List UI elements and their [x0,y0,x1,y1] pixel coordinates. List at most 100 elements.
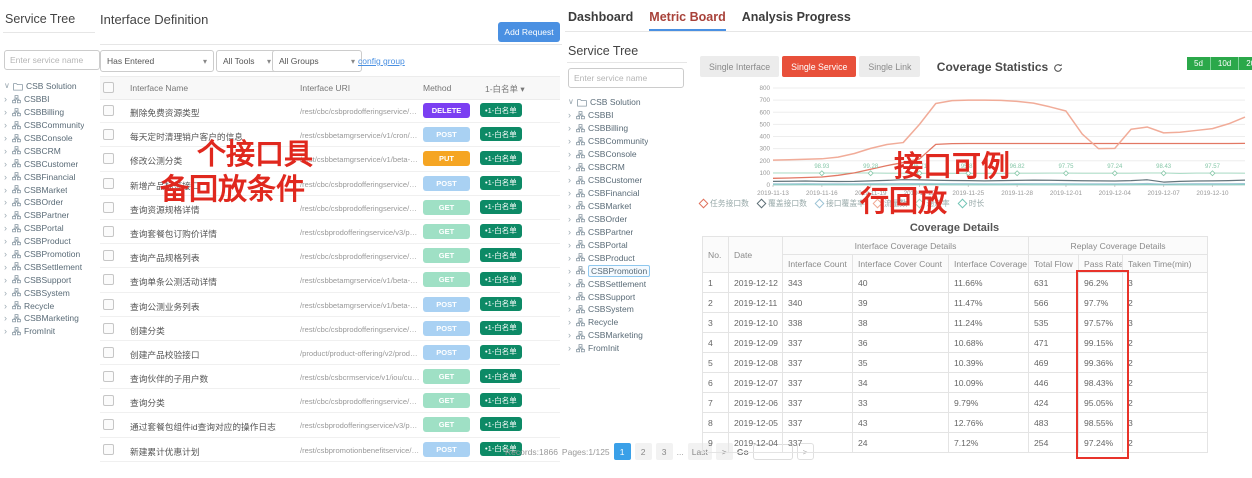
page-button-3[interactable]: 3 [655,443,673,460]
sidebar-item-csbconsole[interactable]: › CSBConsole [568,148,693,161]
chevron-right-icon[interactable]: › [4,249,7,260]
sidebar-item-recycle[interactable]: › Recycle [4,299,114,312]
sidebar-item-csbcustomer[interactable]: › CSBCustomer [4,157,114,170]
tree-root-item[interactable]: ∨ CSB Solution [4,80,114,93]
row-checkbox[interactable] [103,322,114,334]
row-checkbox[interactable] [103,443,114,455]
right-service-search-input[interactable] [568,68,684,88]
sidebar-item-csbmarketing[interactable]: › CSBMarketing [568,329,693,342]
entered-filter-select[interactable]: Has Entered [100,50,214,72]
chevron-right-icon[interactable]: › [4,145,7,156]
legend-item[interactable]: 覆盖接口数 [756,198,807,209]
chevron-right-icon[interactable]: › [568,213,571,224]
row-checkbox[interactable] [103,105,114,116]
chevron-right-icon[interactable]: › [568,175,571,186]
page-button-2[interactable]: 2 [634,443,652,460]
sidebar-item-csbcrm[interactable]: › CSBCRM [4,144,114,157]
row-checkbox[interactable] [103,298,114,310]
chevron-right-icon[interactable]: › [4,120,7,131]
chevron-right-icon[interactable]: › [568,330,571,341]
row-checkbox[interactable] [103,419,114,431]
legend-item[interactable]: 任务接口数 [698,198,749,209]
chevron-right-icon[interactable]: › [4,184,7,195]
tree-root-item[interactable]: ∨ CSB Solution [568,96,693,109]
chevron-right-icon[interactable]: › [568,149,571,160]
sidebar-item-csbbi[interactable]: › CSBBI [4,93,114,106]
tab-dashboard[interactable]: Dashboard [568,10,634,24]
sidebar-item-csbbilling[interactable]: › CSBBilling [4,106,114,119]
sidebar-item-csbcustomer[interactable]: › CSBCustomer [568,174,693,187]
sidebar-item-csbsystem[interactable]: › CSBSystem [568,303,693,316]
sidebar-item-csbfinancial[interactable]: › CSBFinancial [568,187,693,200]
chevron-right-icon[interactable]: › [568,110,571,121]
chevron-right-icon[interactable]: › [4,210,7,221]
chevron-right-icon[interactable]: › [568,252,571,263]
page-button-1[interactable]: 1 [613,443,631,460]
tab-metric-board[interactable]: Metric Board [649,10,726,31]
sidebar-item-frominit[interactable]: › FromInit [568,342,693,355]
chevron-right-icon[interactable]: › [4,274,7,285]
sidebar-item-csbbilling[interactable]: › CSBBilling [568,122,693,135]
sidebar-item-csbmarket[interactable]: › CSBMarket [4,183,114,196]
chevron-right-icon[interactable]: › [568,239,571,250]
sidebar-item-csbportal[interactable]: › CSBPortal [4,222,114,235]
caret-down-icon[interactable]: ∨ [568,96,574,106]
row-checkbox[interactable] [103,153,114,165]
sidebar-item-csbfinancial[interactable]: › CSBFinancial [4,170,114,183]
sidebar-item-csbsystem[interactable]: › CSBSystem [4,286,114,299]
sidebar-item-csbbi[interactable]: › CSBBI [568,109,693,122]
sidebar-item-csbpartner[interactable]: › CSBPartner [4,209,114,222]
sidebar-item-recycle[interactable]: › Recycle [568,316,693,329]
sidebar-item-csborder[interactable]: › CSBOrder [4,196,114,209]
group-column-dropdown[interactable]: 1-白名单 ▾ [485,84,525,94]
chevron-right-icon[interactable]: › [568,123,571,134]
chevron-right-icon[interactable]: › [4,197,7,208]
row-checkbox[interactable] [103,395,114,407]
add-request-button[interactable]: Add Request [498,22,560,42]
left-service-search-input[interactable] [4,50,100,70]
chevron-right-icon[interactable]: › [568,200,571,211]
range-button-5d[interactable]: 5d [1187,57,1211,70]
sidebar-item-csbsettlement[interactable]: › CSBSettlement [568,277,693,290]
row-checkbox[interactable] [103,177,114,189]
chevron-right-icon[interactable]: › [568,265,571,276]
chevron-right-icon[interactable]: › [568,226,571,237]
sidebar-item-frominit[interactable]: › FromInit [4,325,114,338]
sidebar-item-csbpromotion[interactable]: › CSBPromotion [568,264,693,277]
row-checkbox[interactable] [103,225,114,237]
caret-down-icon[interactable]: ∨ [4,80,10,90]
tab-analysis-progress[interactable]: Analysis Progress [741,10,851,24]
chevron-right-icon[interactable]: › [568,136,571,147]
legend-item[interactable]: 时长 [957,198,984,209]
chevron-right-icon[interactable]: › [4,223,7,234]
sidebar-item-csborder[interactable]: › CSBOrder [568,212,693,225]
sidebar-item-csbcommunity[interactable]: › CSBCommunity [4,119,114,132]
chevron-right-icon[interactable]: › [568,304,571,315]
chevron-right-icon[interactable]: › [4,326,7,337]
chevron-right-icon[interactable]: › [4,158,7,169]
groups-filter-select[interactable]: All Groups [272,50,362,72]
chevron-right-icon[interactable]: › [568,162,571,173]
chevron-right-icon[interactable]: › [568,278,571,289]
chevron-right-icon[interactable]: › [4,133,7,143]
sidebar-item-csbportal[interactable]: › CSBPortal [568,238,693,251]
sidebar-item-csbmarket[interactable]: › CSBMarket [568,200,693,213]
row-checkbox[interactable] [103,129,114,141]
refresh-icon[interactable] [1053,63,1063,73]
legend-item[interactable]: 通过率 [914,198,950,209]
sidebar-item-csbpartner[interactable]: › CSBPartner [568,225,693,238]
row-checkbox[interactable] [103,250,114,262]
row-checkbox[interactable] [103,274,114,286]
chevron-right-icon[interactable]: › [568,317,571,328]
sidebar-item-csbcommunity[interactable]: › CSBCommunity [568,135,693,148]
sidebar-item-csbproduct[interactable]: › CSBProduct [4,235,114,248]
chevron-right-icon[interactable]: › [568,188,571,199]
legend-item[interactable]: 流量数 [872,198,907,209]
chevron-right-icon[interactable]: › [4,171,7,182]
row-checkbox[interactable] [103,346,114,358]
sidebar-item-csbsupport[interactable]: › CSBSupport [568,290,693,303]
sidebar-item-csbcrm[interactable]: › CSBCRM [568,161,693,174]
chevron-right-icon[interactable]: › [4,107,7,118]
range-button-20[interactable]: 20 [1239,57,1252,70]
chevron-right-icon[interactable]: › [4,287,7,298]
